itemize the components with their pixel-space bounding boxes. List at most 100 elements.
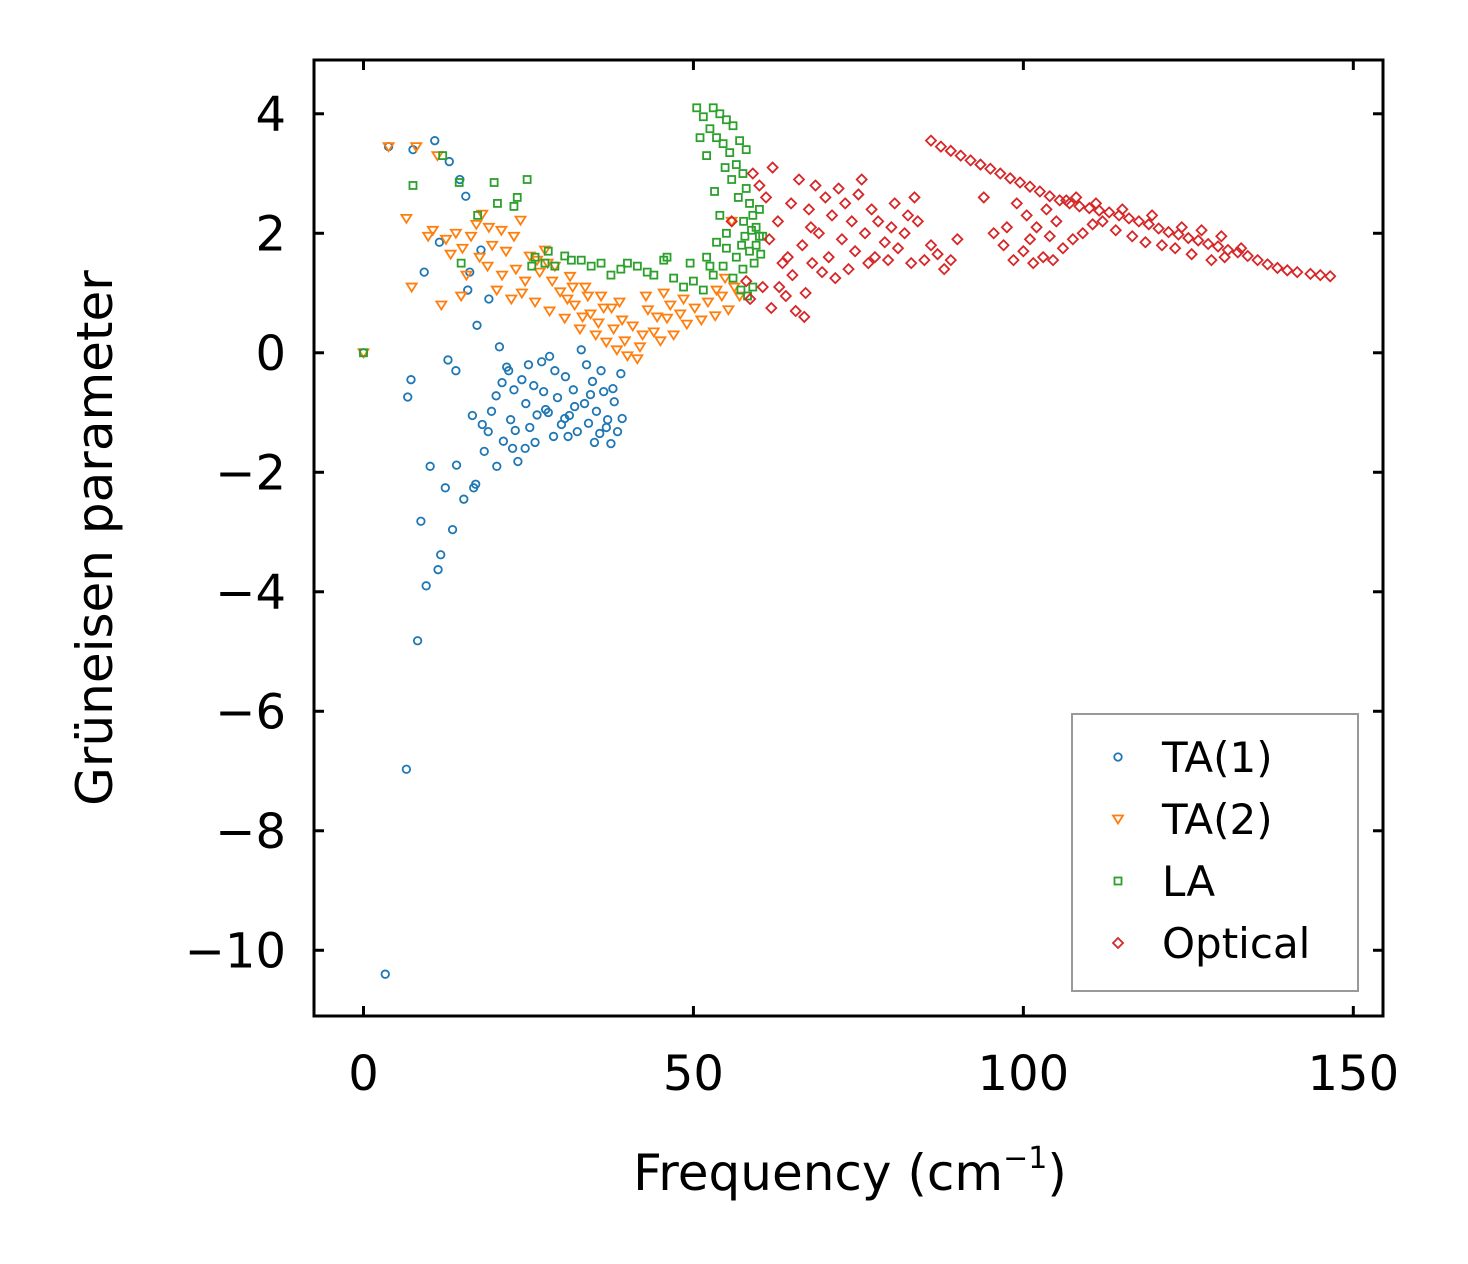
data-point xyxy=(745,246,754,256)
legend-entry: TA(1) xyxy=(1113,733,1273,782)
y-tick-label: 0 xyxy=(255,326,286,382)
data-point xyxy=(771,215,785,228)
data-point xyxy=(568,385,578,395)
data-point xyxy=(451,366,461,376)
data-point xyxy=(623,258,632,268)
data-point xyxy=(542,306,557,318)
y-tick-label: −6 xyxy=(215,684,286,740)
y-tick-label: −2 xyxy=(215,445,286,501)
data-point xyxy=(1139,235,1152,249)
data-point xyxy=(560,294,575,306)
data-point xyxy=(741,184,751,193)
x-axis-label: Frequency (cm−1) xyxy=(633,1141,1067,1202)
data-point xyxy=(733,193,743,202)
data-point xyxy=(443,249,458,261)
data-point xyxy=(473,252,487,264)
data-point xyxy=(1086,218,1099,231)
data-point xyxy=(1218,250,1231,264)
data-point xyxy=(509,201,519,211)
data-point xyxy=(822,250,835,264)
data-point xyxy=(944,253,958,267)
data-point xyxy=(467,410,478,421)
data-point xyxy=(694,315,708,327)
data-point xyxy=(1142,218,1156,231)
data-point xyxy=(525,422,535,433)
data-point xyxy=(606,438,616,449)
data-point xyxy=(715,291,729,303)
data-point xyxy=(477,419,487,430)
data-point xyxy=(1241,249,1254,263)
data-point xyxy=(513,456,523,467)
x-tick-label: 150 xyxy=(1307,1046,1399,1102)
data-point xyxy=(616,369,626,379)
data-point xyxy=(848,244,862,258)
data-point xyxy=(499,246,513,258)
data-point xyxy=(513,215,528,227)
data-point xyxy=(812,227,826,240)
data-point xyxy=(575,312,590,324)
data-point xyxy=(469,219,483,231)
data-point xyxy=(964,154,977,167)
data-point xyxy=(521,398,531,409)
data-point xyxy=(515,288,529,300)
data-point xyxy=(610,345,624,356)
data-point xyxy=(473,210,483,220)
data-point xyxy=(755,204,764,214)
data-point xyxy=(529,380,539,391)
data-point xyxy=(944,144,958,158)
data-point xyxy=(1185,247,1198,261)
data-point xyxy=(789,304,802,318)
data-point xyxy=(702,151,712,161)
data-point xyxy=(1043,229,1057,243)
data-point xyxy=(1073,200,1086,213)
data-point xyxy=(440,483,450,493)
data-point xyxy=(901,209,915,222)
data-point xyxy=(739,274,753,288)
data-point xyxy=(727,175,737,184)
data-point xyxy=(1010,197,1024,210)
data-point xyxy=(433,565,443,575)
data-point xyxy=(494,342,505,352)
data-point xyxy=(475,209,489,221)
data-point xyxy=(545,276,559,288)
data-point xyxy=(1145,209,1159,222)
data-point xyxy=(888,197,901,210)
y-tick-label: −8 xyxy=(215,804,286,860)
y-axis-label: Grüneisen parameter xyxy=(66,270,124,806)
data-point xyxy=(738,169,748,178)
data-point xyxy=(585,389,596,400)
legend-entry: TA(2) xyxy=(1111,795,1273,844)
data-point xyxy=(581,291,595,303)
data-point xyxy=(566,255,576,265)
data-point xyxy=(765,301,778,315)
data-point xyxy=(737,240,746,250)
data-point xyxy=(1020,209,1033,222)
data-point xyxy=(904,256,918,270)
data-point xyxy=(558,313,572,325)
data-point xyxy=(865,203,878,216)
data-point xyxy=(482,222,496,234)
data-point xyxy=(1096,215,1109,228)
data-point xyxy=(763,232,776,246)
data-point xyxy=(779,289,793,303)
data-point xyxy=(570,401,580,412)
data-point xyxy=(399,213,414,225)
data-point xyxy=(718,273,732,285)
data-point xyxy=(507,443,518,454)
data-point xyxy=(563,271,577,283)
data-point xyxy=(702,252,712,262)
data-point xyxy=(1182,231,1195,245)
data-point xyxy=(669,273,679,283)
data-point xyxy=(573,324,587,336)
data-point xyxy=(868,250,882,264)
data-point xyxy=(403,392,413,402)
data-point xyxy=(1122,212,1136,225)
data-point xyxy=(974,158,987,171)
data-point xyxy=(1251,253,1264,267)
data-point xyxy=(746,167,760,180)
data-point xyxy=(568,300,582,312)
data-point xyxy=(1033,185,1047,198)
data-point xyxy=(740,231,750,241)
legend-label: TA(2) xyxy=(1161,795,1273,844)
data-point xyxy=(718,261,728,271)
